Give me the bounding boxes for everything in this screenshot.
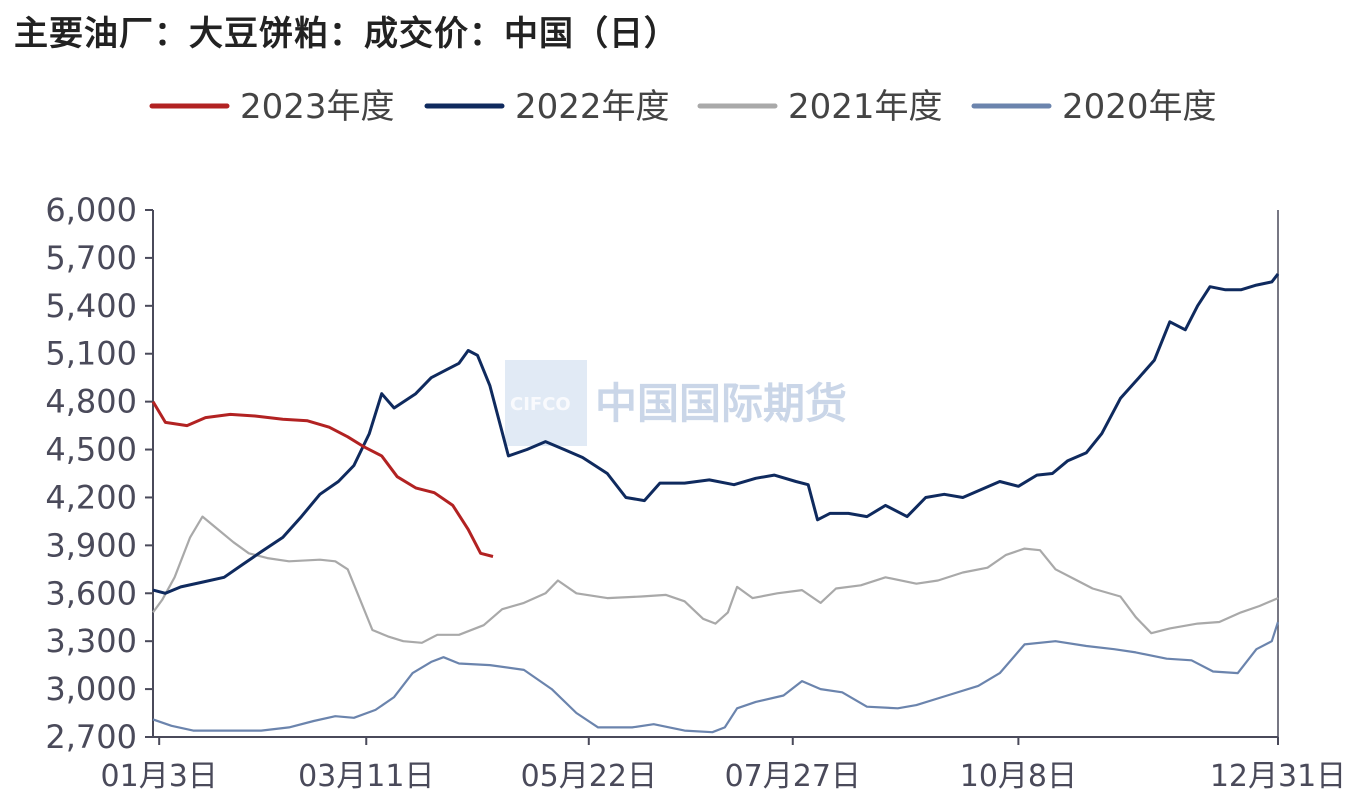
y-tick-label: 4,500 [45, 431, 137, 469]
chart-title: 主要油厂：大豆饼粕：成交价：中国（日） [14, 14, 679, 54]
legend-label: 2022年度 [515, 87, 670, 127]
x-tick-label: 10月8日 [960, 759, 1077, 794]
legend-label: 2020年度 [1062, 87, 1217, 127]
series-line-2020年度 [152, 621, 1280, 734]
y-tick-label: 3,600 [45, 574, 137, 612]
y-tick-label: 5,400 [45, 287, 137, 325]
x-tick-label: 03月11日 [298, 759, 434, 794]
x-tick-label: 05月22日 [521, 759, 657, 794]
x-tick-label: 01月3日 [101, 759, 218, 794]
legend-label: 2023年度 [240, 87, 395, 127]
y-tick-label: 4,200 [45, 478, 137, 516]
watermark-text: 中国国际期货 [595, 379, 847, 428]
y-tick-label: 4,800 [45, 383, 137, 421]
y-tick-label: 5,100 [45, 335, 137, 373]
watermark: CIFCO 中国国际期货 [505, 360, 847, 446]
legend: 2023年度 2022年度 2021年度 2020年度 [149, 87, 1217, 127]
y-tick-label: 3,000 [45, 670, 137, 708]
x-tick-label: 12月31日 [1210, 759, 1346, 794]
series-line-2023年度 [151, 400, 494, 558]
series-line-2022年度 [152, 272, 1280, 595]
series-line-2021年度 [152, 515, 1279, 644]
y-tick-label: 3,900 [45, 526, 137, 564]
y-tick-label: 5,700 [45, 239, 137, 277]
watermark-logo-icon [505, 360, 587, 446]
series-layer [151, 272, 1280, 734]
y-tick-label: 3,300 [45, 622, 137, 660]
axes: 6,000 5,700 5,400 5,100 4,800 4,500 4,200 3,900… [45, 191, 1346, 794]
legend-label: 2021年度 [788, 87, 943, 127]
watermark-logo-text: CIFCO [510, 394, 571, 415]
x-tick-label: 07月27日 [725, 759, 861, 794]
y-tick-label: 2,700 [45, 718, 137, 756]
y-tick-label: 6,000 [45, 191, 137, 229]
